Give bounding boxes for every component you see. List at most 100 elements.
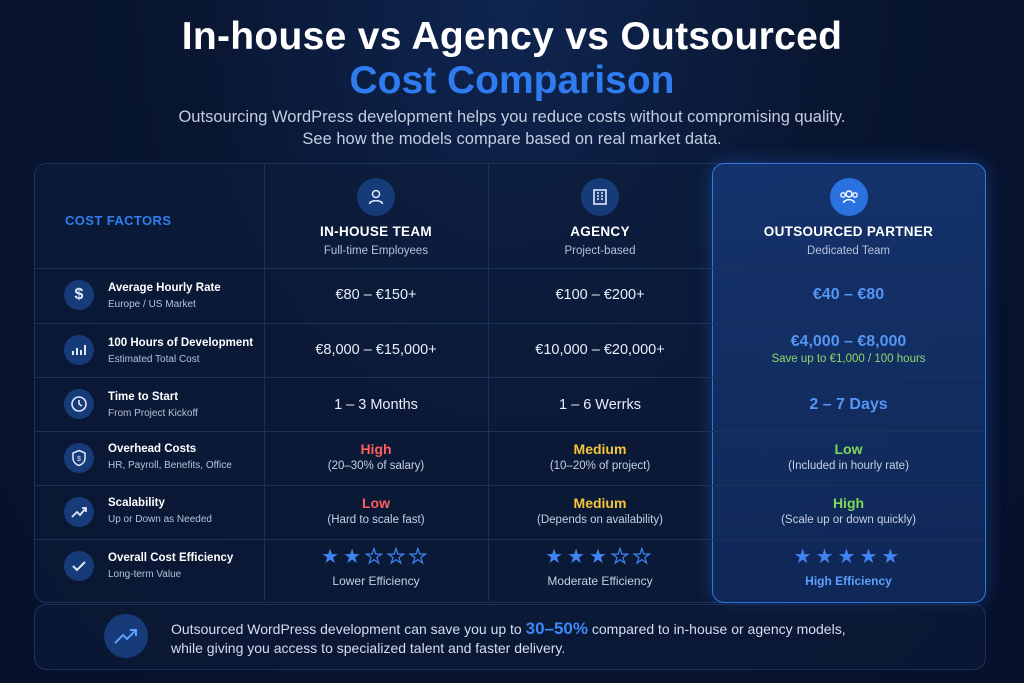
column-sub: Dedicated Team (807, 245, 890, 257)
row-sub: Up or Down as Needed (108, 514, 212, 525)
cell-value: 1 – 3 Months (334, 397, 418, 413)
column-name: AGENCY (570, 224, 630, 239)
row-sub: Long-term Value (108, 569, 182, 580)
cell-note: (Scale up or down quickly) (781, 514, 916, 526)
star-filled-icon: ★ (815, 546, 838, 568)
cell-outsourced: €40 – €80 (713, 286, 984, 304)
level-badge: Medium (573, 495, 627, 511)
cell-note: (Included in hourly rate) (788, 460, 909, 472)
star-empty-icon: ★ (386, 545, 409, 568)
star-filled-icon: ★ (567, 546, 590, 568)
trend-up-icon (104, 614, 148, 658)
cell-agency: Medium (10–20% of project) (489, 441, 711, 472)
summary-line-1: Outsourced WordPress development can sav… (171, 619, 846, 639)
cost-factors-label: COST FACTORS (65, 213, 172, 228)
subtitle-line-2: See how the models compare based on real… (302, 130, 722, 148)
level-badge: Low (362, 495, 390, 511)
row-title: Overhead Costs (108, 443, 197, 455)
divider (488, 163, 489, 601)
star-rating: ★★★★★ (489, 545, 711, 568)
star-empty-icon: ★ (364, 545, 387, 568)
cell-outsourced: ★★★★★ High Efficiency (713, 546, 984, 588)
star-filled-icon: ★ (881, 546, 904, 568)
savings-note: Save up to €1,000 / 100 hours (771, 353, 926, 365)
column-sub: Full-time Employees (323, 245, 429, 257)
efficiency-label: Lower Efficiency (332, 574, 420, 588)
outsourced-highlight-panel (712, 163, 986, 603)
summary-line-2: while giving you access to specialized t… (171, 640, 566, 656)
check-icon (64, 551, 94, 581)
svg-text:$: $ (77, 456, 81, 463)
building-icon (581, 178, 619, 216)
cell-agency: 1 – 6 Werrks (489, 397, 711, 413)
column-sub: Project-based (564, 245, 636, 257)
divider (34, 377, 984, 378)
cell-value: €4,000 – €8,000 (790, 333, 907, 350)
subtitle-line-1: Outsourcing WordPress development helps … (178, 108, 846, 126)
divider (34, 268, 984, 269)
column-name: OUTSOURCED PARTNER (763, 224, 934, 239)
summary-text-before: Outsourced WordPress development can sav… (171, 621, 526, 637)
star-filled-icon: ★ (343, 546, 366, 568)
row-title: 100 Hours of Development (108, 337, 254, 349)
cell-inhouse: 1 – 3 Months (265, 397, 487, 413)
team-icon (829, 178, 868, 216)
star-filled-icon: ★ (837, 546, 860, 568)
cell-inhouse: High (20–30% of salary) (265, 441, 487, 472)
star-filled-icon: ★ (859, 546, 882, 568)
shield-icon: $ (64, 443, 94, 473)
cell-outsourced: €4,000 – €8,000 Save up to €1,000 / 100 … (713, 333, 984, 365)
star-filled-icon: ★ (545, 546, 568, 568)
row-sub: HR, Payroll, Benefits, Office (108, 460, 232, 471)
cell-value: €100 – €200+ (555, 287, 645, 303)
row-sub: Europe / US Market (108, 299, 196, 310)
summary-text: Outsourced WordPress development can sav… (171, 619, 846, 658)
bar-chart-icon (64, 335, 94, 365)
cell-note: (Hard to scale fast) (327, 514, 425, 526)
level-badge: High (360, 441, 392, 457)
cell-agency: ★★★★★ Moderate Efficiency (489, 545, 711, 588)
level-badge: Low (834, 441, 863, 457)
star-filled-icon: ★ (793, 546, 816, 568)
cell-outsourced: High (Scale up or down quickly) (713, 495, 984, 526)
efficiency-label: High Efficiency (805, 574, 892, 588)
column-header-agency: AGENCY Project-based (489, 178, 711, 257)
cell-agency: €10,000 – €20,000+ (489, 342, 711, 358)
cell-note: (10–20% of project) (549, 460, 651, 472)
cell-agency: €100 – €200+ (489, 287, 711, 303)
star-rating: ★★★★★ (713, 546, 984, 568)
summary-text-after: compared to in-house or agency models, (588, 621, 846, 637)
star-rating: ★★★★★ (265, 545, 487, 568)
person-icon (357, 178, 395, 216)
cell-inhouse: €80 – €150+ (265, 287, 487, 303)
column-header-inhouse: IN-HOUSE TEAM Full-time Employees (265, 178, 487, 257)
page-title-highlight: Cost Comparison (349, 59, 675, 102)
divider (34, 323, 984, 324)
divider (34, 539, 984, 540)
divider (34, 485, 984, 486)
cell-outsourced: 2 – 7 Days (713, 396, 984, 414)
row-title: Scalability (108, 497, 165, 509)
cell-inhouse: Low (Hard to scale fast) (265, 495, 487, 526)
star-filled-icon: ★ (589, 546, 611, 568)
divider (34, 431, 984, 432)
row-sub: Estimated Total Cost (108, 354, 200, 365)
page-title: In-house vs Agency vs Outsourced (181, 15, 843, 58)
cell-value: 2 – 7 Days (809, 396, 888, 413)
page-subtitle: Outsourcing WordPress development helps … (0, 106, 1024, 150)
cell-value: €8,000 – €15,000+ (315, 342, 437, 358)
cell-value: €10,000 – €20,000+ (535, 342, 665, 358)
cell-agency: Medium (Depends on availability) (489, 495, 711, 526)
cell-value: 1 – 6 Werrks (559, 397, 641, 413)
star-filled-icon: ★ (321, 546, 344, 568)
divider (264, 163, 265, 601)
level-badge: High (832, 495, 865, 511)
star-empty-icon: ★ (610, 545, 633, 568)
star-empty-icon: ★ (408, 545, 431, 568)
cell-inhouse: €8,000 – €15,000+ (265, 342, 487, 358)
efficiency-label: Moderate Efficiency (547, 574, 653, 588)
level-badge: Medium (573, 441, 627, 457)
savings-highlight: 30–50% (525, 619, 588, 638)
summary-banner (34, 604, 986, 670)
row-title: Time to Start (108, 391, 179, 403)
